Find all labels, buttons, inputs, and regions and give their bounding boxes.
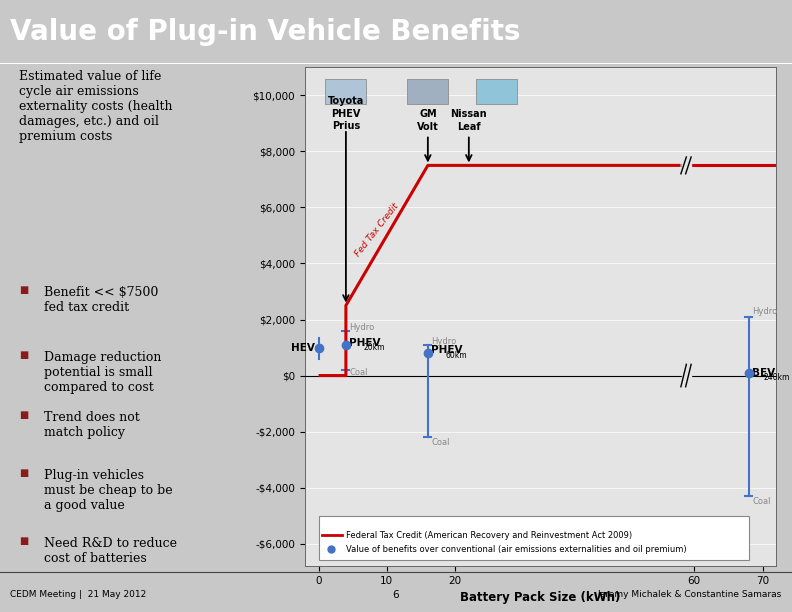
Text: Plug-in vehicles
must be cheap to be
a good value: Plug-in vehicles must be cheap to be a g… (44, 469, 173, 512)
Text: GM
Volt: GM Volt (417, 110, 439, 132)
X-axis label: Battery Pack Size (kWh): Battery Pack Size (kWh) (460, 591, 621, 605)
Text: ■: ■ (19, 351, 29, 360)
Text: PHEV: PHEV (349, 338, 381, 348)
Text: Hydro: Hydro (432, 337, 456, 346)
Text: BEV: BEV (752, 368, 775, 378)
Text: Nissan
Leaf: Nissan Leaf (451, 110, 487, 132)
FancyBboxPatch shape (407, 78, 448, 104)
Text: 6: 6 (393, 589, 399, 600)
Text: ■: ■ (19, 537, 29, 545)
Text: PHEV: PHEV (432, 345, 463, 356)
FancyBboxPatch shape (326, 78, 367, 104)
Text: Toyota
PHEV
Prius: Toyota PHEV Prius (328, 96, 364, 131)
Text: 20km: 20km (364, 343, 385, 352)
Text: CEDM Meeting |  21 May 2012: CEDM Meeting | 21 May 2012 (10, 590, 147, 599)
Text: HEV: HEV (291, 343, 315, 353)
Text: Hydro: Hydro (752, 307, 778, 316)
Text: Fed Tax Credit: Fed Tax Credit (353, 201, 400, 258)
Text: ■: ■ (19, 286, 29, 294)
Text: Federal Tax Credit (American Recovery and Reinvestment Act 2009): Federal Tax Credit (American Recovery an… (346, 531, 632, 540)
FancyBboxPatch shape (476, 78, 516, 104)
Text: Need R&D to reduce
cost of batteries: Need R&D to reduce cost of batteries (44, 537, 177, 564)
Text: Trend does not
match policy: Trend does not match policy (44, 411, 140, 439)
Text: Coal: Coal (349, 368, 367, 377)
Text: 60km: 60km (446, 351, 467, 360)
FancyBboxPatch shape (319, 516, 749, 561)
Text: Jeremy Michalek & Constantine Samaras: Jeremy Michalek & Constantine Samaras (597, 590, 782, 599)
Text: ■: ■ (19, 469, 29, 478)
Text: Hydro: Hydro (349, 323, 375, 332)
Text: Value of benefits over conventional (air emissions externalities and oil premium: Value of benefits over conventional (air… (346, 545, 687, 554)
Text: Benefit << $7500
fed tax credit: Benefit << $7500 fed tax credit (44, 286, 159, 313)
Text: 240km: 240km (763, 373, 790, 382)
Text: Coal: Coal (432, 438, 450, 447)
Text: Estimated value of life
cycle air emissions
externality costs (health
damages, e: Estimated value of life cycle air emissi… (19, 70, 173, 143)
Text: Value of Plug-in Vehicle Benefits: Value of Plug-in Vehicle Benefits (10, 18, 520, 46)
Text: Coal: Coal (752, 497, 771, 506)
Text: Damage reduction
potential is small
compared to cost: Damage reduction potential is small comp… (44, 351, 162, 394)
Text: ■: ■ (19, 411, 29, 420)
